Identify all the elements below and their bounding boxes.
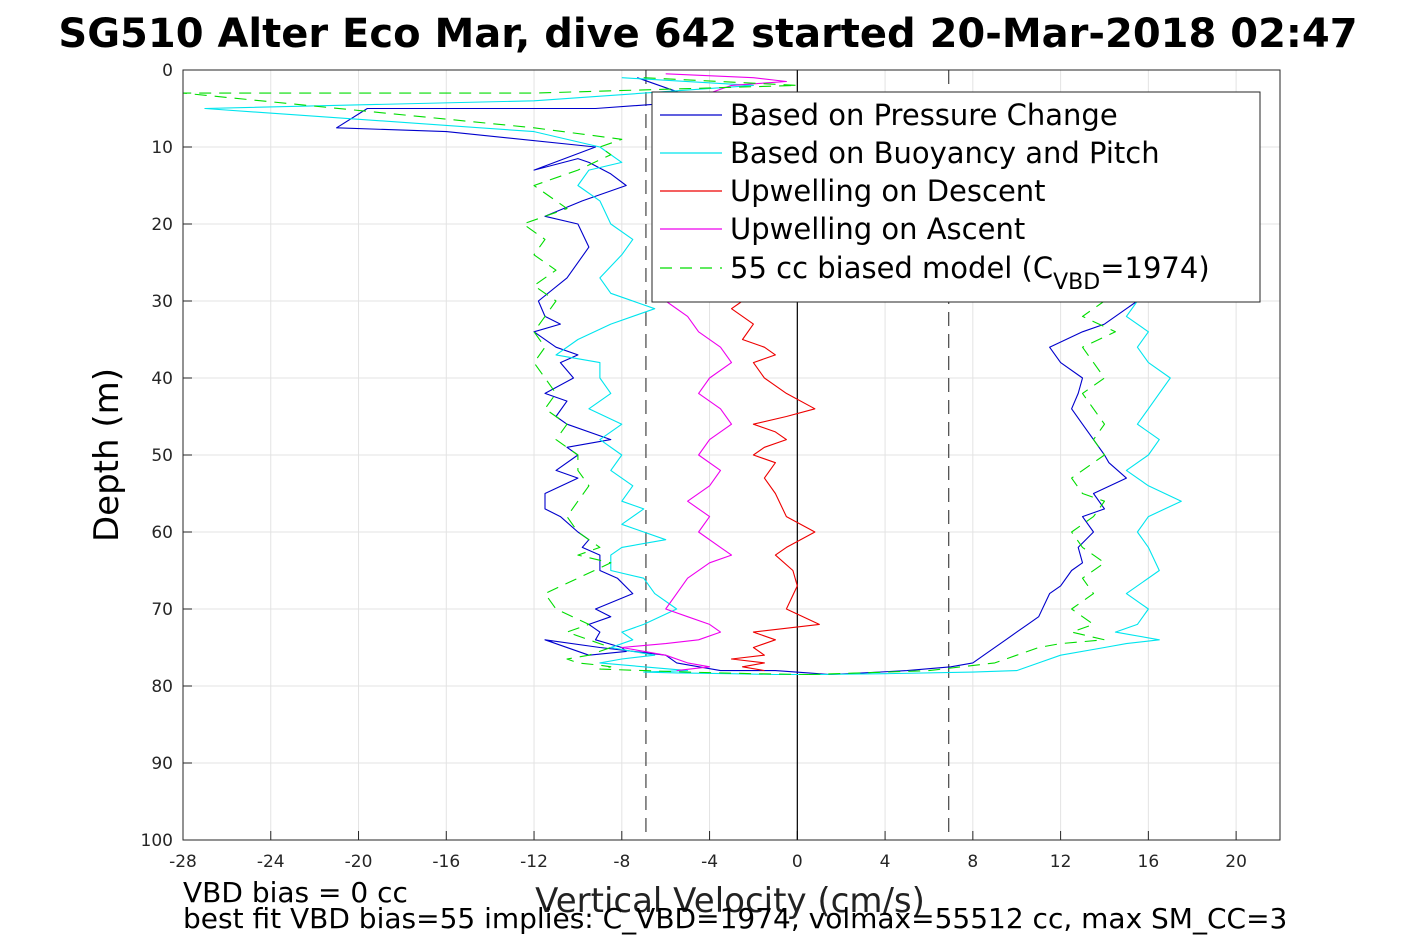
legend-label-ascent: Upwelling on Ascent	[730, 212, 1025, 246]
series-line	[830, 223, 1145, 676]
y-tick-label: 100	[141, 831, 173, 851]
legend-label-descent: Upwelling on Descent	[730, 174, 1046, 208]
x-tick-label: 16	[1138, 852, 1160, 872]
series-line	[182, 77, 809, 676]
x-tick-label: -16	[432, 852, 460, 872]
legend-label-model-sub: VBD	[1053, 270, 1100, 295]
x-tick-label: -8	[613, 852, 630, 872]
y-tick-label: 40	[151, 369, 173, 389]
y-tick-label: 60	[151, 523, 173, 543]
y-tick-labels: 0 10 20 30 40 50 60 70 80 90 100	[141, 61, 173, 851]
footer-line-2: best fit VBD bias=55 implies: C_VBD=1974…	[183, 902, 1287, 935]
legend-label-model-prefix: 55 cc biased model (C	[730, 251, 1053, 285]
x-tick-label: 8	[967, 852, 978, 872]
series-line	[819, 254, 1182, 676]
legend-label-buoyancy: Based on Buoyancy and Pitch	[730, 136, 1160, 170]
y-tick-label: 70	[151, 600, 173, 620]
x-tick-label: -24	[257, 852, 285, 872]
axes-box	[182, 69, 1281, 841]
x-tick-label: -20	[345, 852, 373, 872]
y-tick-label: 10	[151, 138, 173, 158]
y-axis-label: Depth (m)	[87, 368, 127, 542]
legend-label-pressure: Based on Pressure Change	[730, 98, 1118, 132]
legend-box	[651, 91, 1261, 303]
x-tick-labels: -28 -24 -20 -16 -12 -8 -4 0 4 8 12 16 20	[169, 852, 1247, 872]
series-line	[204, 77, 820, 676]
x-tick-label: -4	[701, 852, 718, 872]
y-tick-label: 50	[151, 446, 173, 466]
chart-title: SG510 Alter Eco Mar, dive 642 started 20…	[58, 11, 1357, 57]
x-axis-label: Vertical Velocity (cm/s)	[535, 881, 925, 921]
y-tick-label: 90	[151, 754, 173, 774]
series-layer	[182, 73, 1182, 676]
legend-label-model-suffix: =1974)	[1100, 251, 1209, 285]
series-line	[621, 300, 733, 672]
x-tick-label: -12	[520, 852, 548, 872]
y-tick-label: 0	[162, 61, 173, 81]
footer-line-1: VBD bias = 0 cc	[183, 876, 408, 909]
legend: Based on Pressure Change Based on Buoyan…	[651, 91, 1261, 303]
series-line	[730, 300, 820, 672]
x-tick-label: 4	[880, 852, 891, 872]
x-tick-label: 12	[1050, 852, 1072, 872]
x-tick-label: 20	[1225, 852, 1247, 872]
y-tick-label: 30	[151, 292, 173, 312]
legend-label-model: 55 cc biased model (CVBD=1974)	[730, 251, 1210, 295]
x-tick-label: -28	[169, 852, 197, 872]
x-tick-label: 0	[792, 852, 803, 872]
y-tick-label: 20	[151, 215, 173, 235]
y-tick-label: 80	[151, 677, 173, 697]
